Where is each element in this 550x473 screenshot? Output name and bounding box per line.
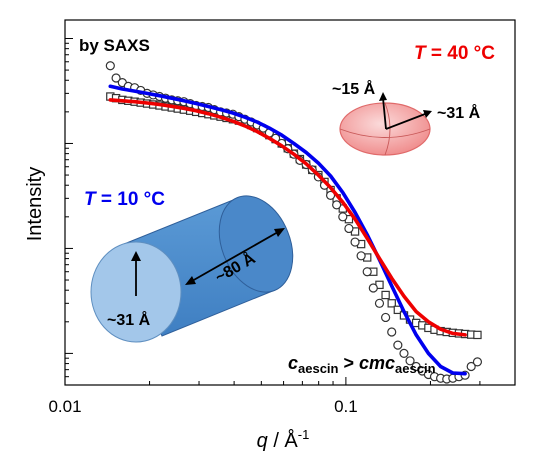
- circle-data-point: [338, 212, 348, 222]
- blue-fit-line: [108, 84, 467, 376]
- y-axis-ticks: [65, 37, 73, 386]
- circle-data-point: [411, 361, 421, 372]
- circle-data-point: [356, 251, 366, 261]
- circle-data-point: [362, 267, 372, 277]
- circle-data-point: [374, 298, 385, 308]
- ellipsoid-minor-arrowhead: [379, 92, 387, 101]
- y-axis-label: Intensity: [24, 167, 46, 241]
- x-tick-label: 0.01: [48, 397, 81, 416]
- circle-data-point: [393, 340, 403, 350]
- cylinder-radius-arrowhead: [131, 251, 141, 261]
- ellipsoid-illustration: ~15 Å ~31 Å: [332, 79, 481, 156]
- circle-data-point: [368, 283, 378, 293]
- method-label: by SAXS: [79, 36, 150, 55]
- circle-data-point: [466, 361, 476, 372]
- square-data-point: [381, 290, 390, 300]
- circle-data-point: [381, 312, 391, 323]
- x-axis-label: q / Å-1: [257, 427, 310, 452]
- square-data-point: [473, 330, 482, 340]
- cylinder-length-arrowhead-b: [274, 228, 285, 237]
- circle-data-point: [399, 348, 409, 359]
- circle-data-point: [387, 327, 397, 337]
- x-axis-ticks: 0.01 0.1: [48, 377, 516, 416]
- circle-data-point: [111, 73, 121, 83]
- circle-data-point: [405, 356, 415, 366]
- ellipsoid-major-arrow: [385, 113, 426, 130]
- circle-data-point: [472, 357, 483, 367]
- ellipsoid-meridian: [384, 102, 391, 156]
- series-layer: [105, 61, 483, 384]
- ellipsoid-equator: [339, 128, 431, 138]
- cylinder-length-arrow: [191, 231, 279, 282]
- ellipsoid-minor-label: ~15 Å: [332, 79, 376, 98]
- square-data-point: [387, 299, 396, 308]
- temp-high-label: T = 40 °C: [414, 43, 495, 64]
- temp-low-label: T = 10 °C: [84, 189, 165, 210]
- concentration-label: caescin > cmcaescin: [288, 353, 436, 376]
- ellipsoid-major-arrowhead: [423, 110, 432, 118]
- circle-data-point: [344, 223, 354, 234]
- ellipsoid-minor-arrow: [382, 97, 387, 130]
- cylinder-length-arrowhead-a: [185, 276, 196, 285]
- ellipsoid-major-label: ~31 Å: [437, 103, 481, 122]
- cylinder-illustration: ~80 Å ~31 Å: [90, 195, 294, 343]
- circle-data-point: [325, 190, 336, 201]
- circle-data-point: [332, 200, 342, 210]
- circle-data-point: [105, 61, 115, 71]
- cylinder-radius-label: ~31 Å: [107, 310, 151, 329]
- red-fit-line: [108, 98, 467, 337]
- circle-data-point: [350, 237, 360, 247]
- x-tick-label: 0.1: [334, 397, 358, 416]
- plot-frame: [64, 19, 516, 386]
